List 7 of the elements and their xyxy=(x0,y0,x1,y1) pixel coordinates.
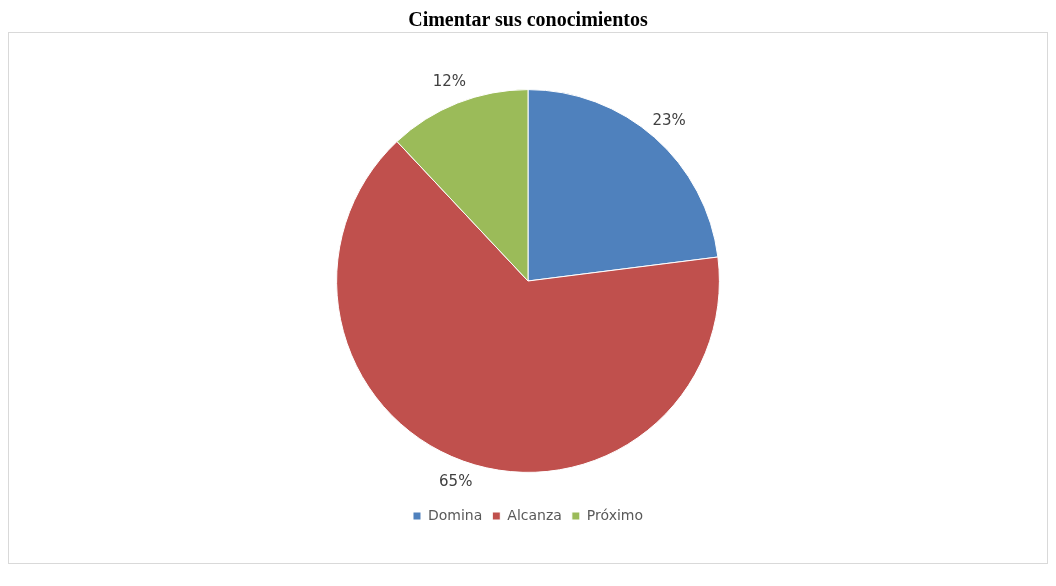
legend-label: Domina xyxy=(427,506,483,523)
chart-title: Cimentar sus conocimientos xyxy=(407,8,649,32)
data-label: 65% xyxy=(439,471,473,490)
data-label: 23% xyxy=(652,110,686,129)
data-label: 12% xyxy=(432,72,467,91)
legend-label: Próximo xyxy=(586,506,644,523)
legend-label: Alcanza xyxy=(507,506,562,523)
